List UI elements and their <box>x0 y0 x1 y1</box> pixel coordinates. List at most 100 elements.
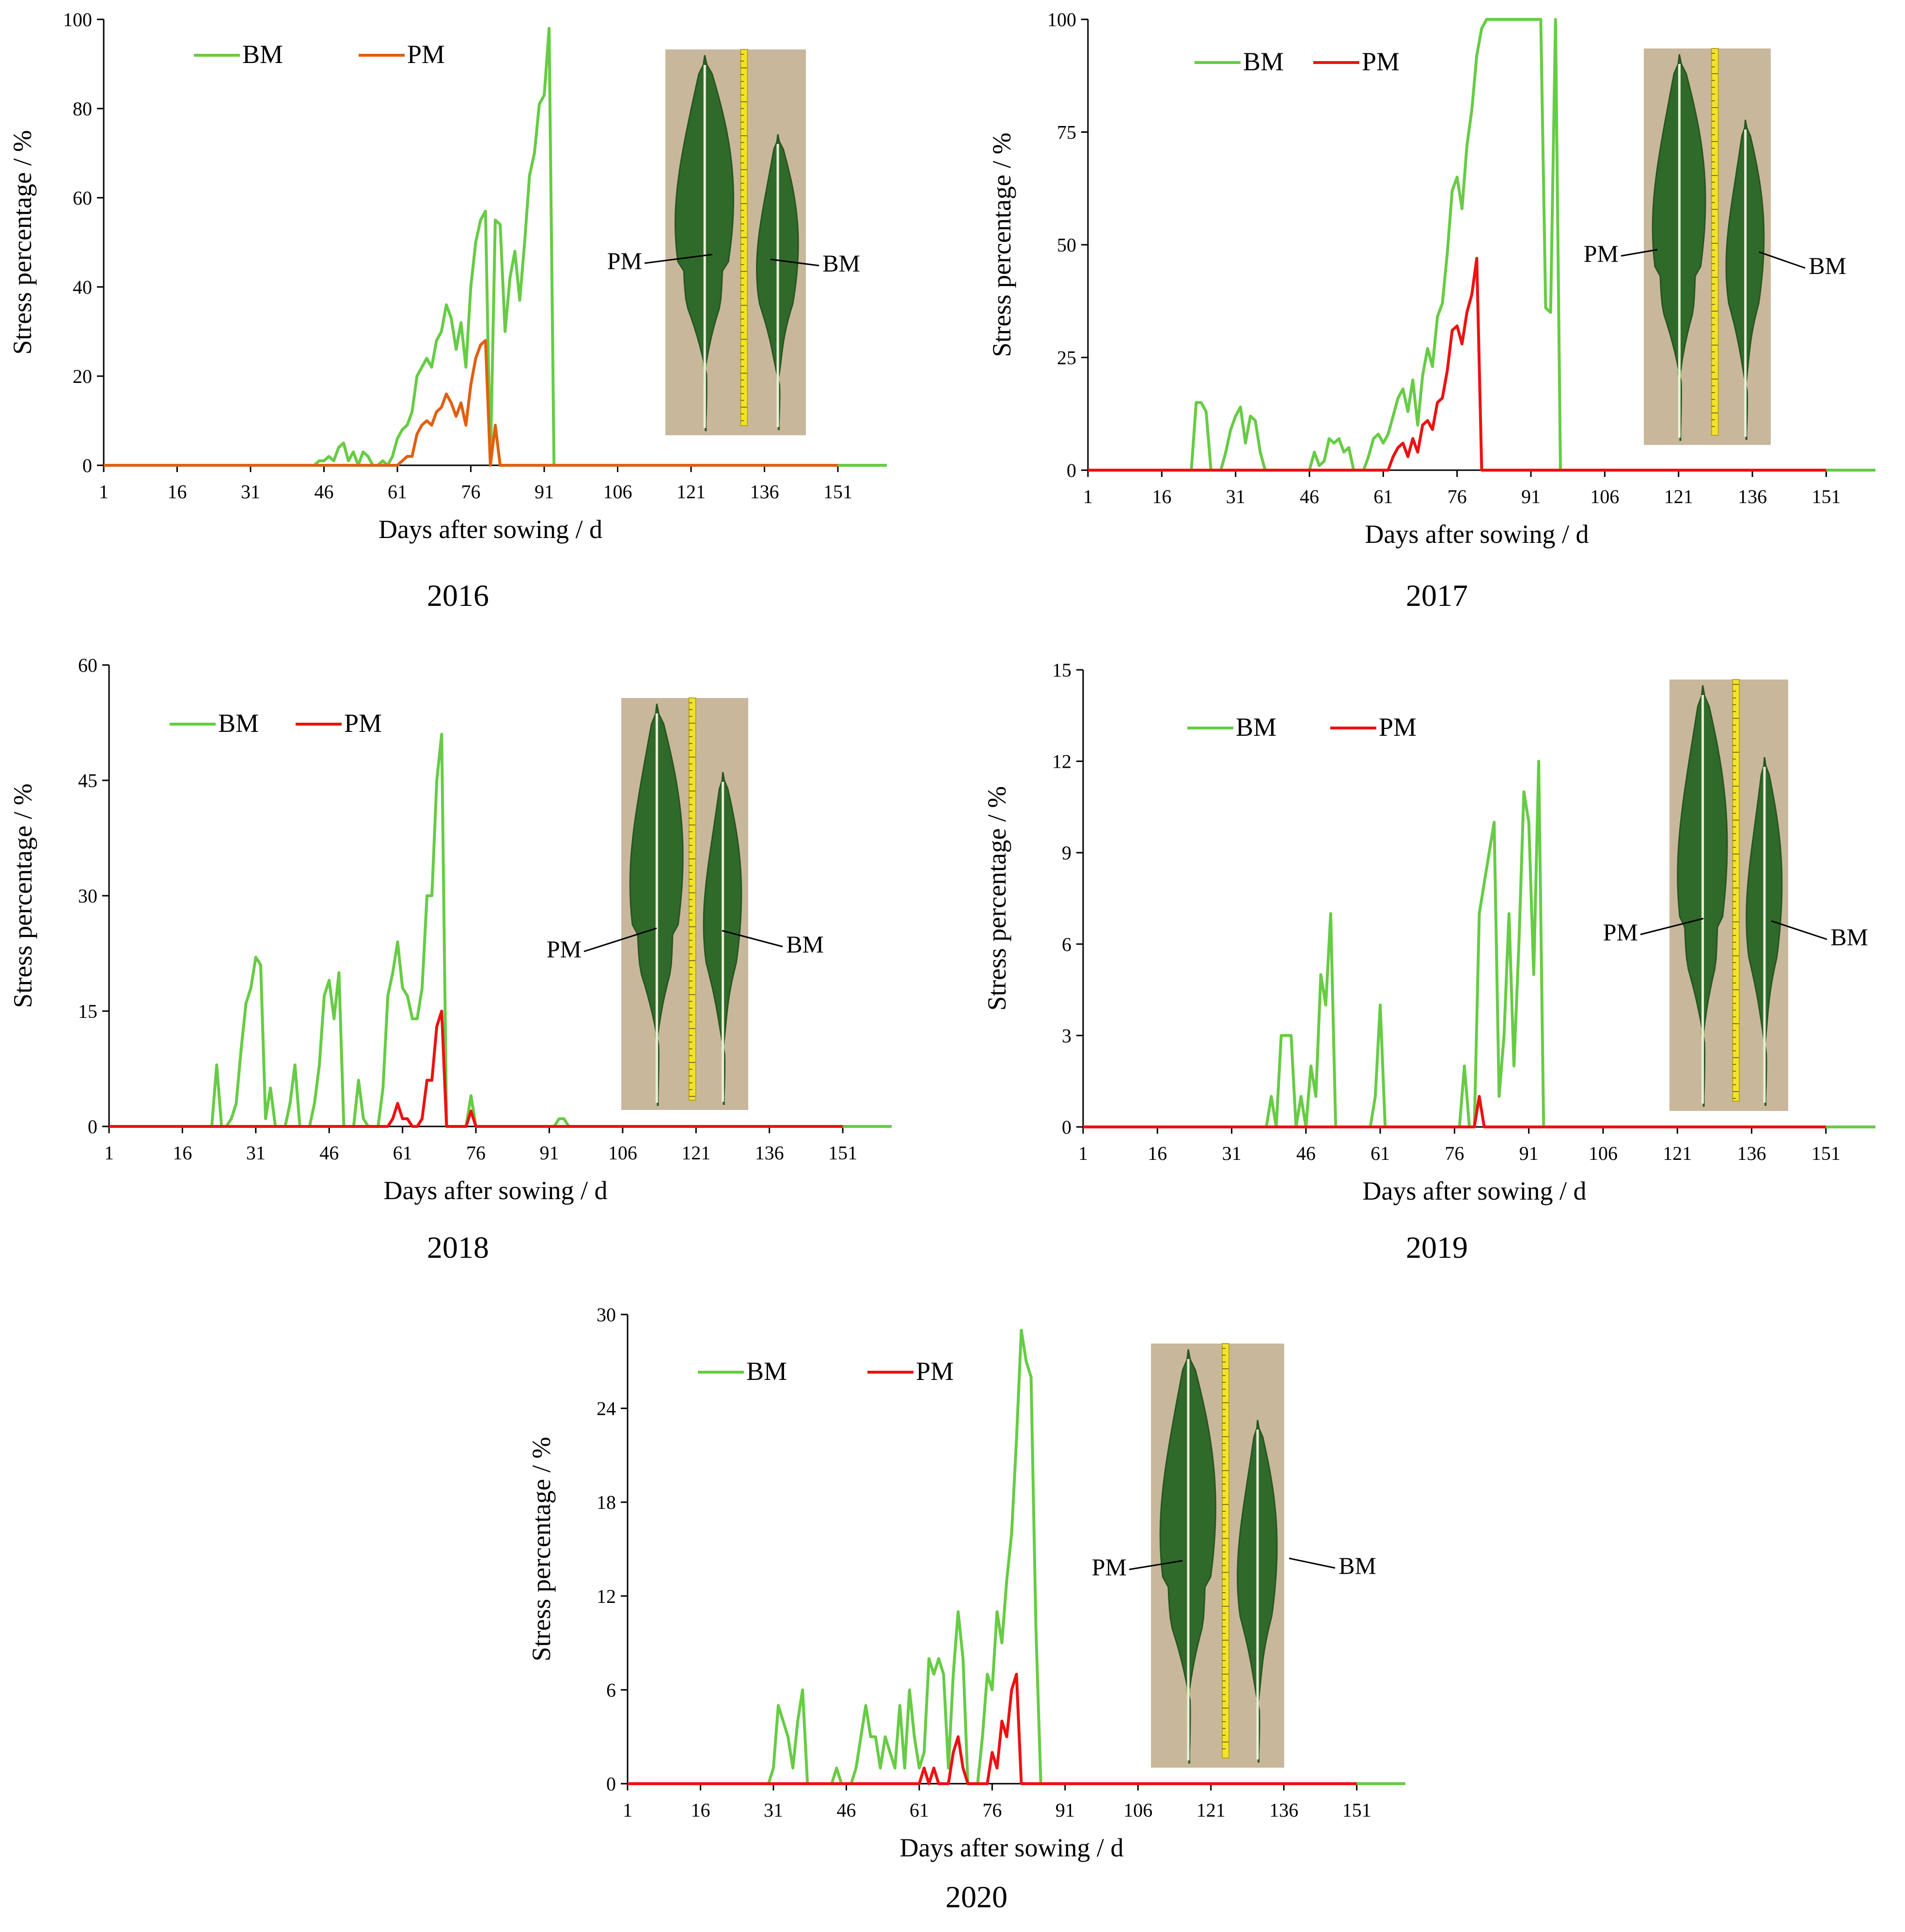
x-tick-label: 91 <box>535 481 554 503</box>
x-tick-label: 121 <box>1664 486 1693 507</box>
y-tick-label: 12 <box>1052 751 1071 773</box>
y-tick-label: 24 <box>597 1398 616 1420</box>
x-tick-label: 121 <box>677 481 706 503</box>
x-tick-label: 91 <box>1519 1142 1539 1164</box>
x-tick-label: 1 <box>623 1799 632 1821</box>
photo-label-bm: BM <box>1809 252 1846 279</box>
x-tick-label: 136 <box>755 1142 784 1164</box>
x-tick-label: 121 <box>1663 1142 1692 1164</box>
photo-label-pm: PM <box>607 247 642 274</box>
panel-year-caption: 2018 <box>427 1230 489 1265</box>
x-tick-label: 1 <box>99 481 109 503</box>
legend-label-bm: BM <box>1236 713 1276 742</box>
x-tick-label: 76 <box>461 481 481 503</box>
x-tick-label: 151 <box>1811 1142 1841 1164</box>
photo-label-bm: BM <box>786 931 824 958</box>
legend-label-bm: BM <box>218 709 259 738</box>
legend-label-pm: PM <box>1379 713 1417 742</box>
y-tick-label: 40 <box>73 276 92 298</box>
leaf-photo <box>1151 1344 1284 1768</box>
x-axis-label: Days after sowing / d <box>900 1833 1124 1862</box>
y-tick-label: 20 <box>73 365 92 387</box>
x-tick-label: 106 <box>603 481 632 503</box>
x-tick-label: 136 <box>750 481 779 503</box>
y-tick-label: 0 <box>1062 1116 1071 1138</box>
y-tick-label: 50 <box>1057 234 1076 256</box>
x-tick-label: 136 <box>1269 1799 1298 1821</box>
x-tick-label: 1 <box>104 1142 114 1164</box>
measuring-tape <box>689 698 696 1100</box>
y-tick-label: 45 <box>78 770 97 792</box>
photo-label-pm: PM <box>547 935 582 963</box>
x-tick-label: 151 <box>823 481 852 503</box>
x-tick-label: 151 <box>1342 1799 1371 1821</box>
x-tick-label: 31 <box>241 481 260 503</box>
x-tick-label: 91 <box>539 1142 559 1164</box>
x-tick-label: 16 <box>168 481 187 503</box>
legend-label-pm: PM <box>407 40 445 69</box>
legend-label-pm: PM <box>1362 47 1400 76</box>
legend: BM PM <box>1187 713 1417 742</box>
x-tick-label: 76 <box>466 1142 486 1164</box>
y-tick-label: 0 <box>606 1773 616 1795</box>
leaf-photo <box>621 698 748 1110</box>
x-axis-label: Days after sowing / d <box>1365 520 1589 549</box>
legend-label-bm: BM <box>746 1357 787 1386</box>
y-tick-label: 6 <box>1062 934 1071 955</box>
panel-year-caption: 2019 <box>1406 1230 1468 1265</box>
panel-year-caption: 2020 <box>945 1880 1008 1914</box>
x-tick-label: 46 <box>1300 486 1319 507</box>
x-tick-label: 31 <box>246 1142 266 1164</box>
x-axis-label: Days after sowing / d <box>378 515 602 544</box>
x-tick-label: 1 <box>1078 1142 1088 1164</box>
series-line-bm <box>109 734 892 1126</box>
y-tick-label: 3 <box>1062 1025 1071 1046</box>
panel-year-caption: 2016 <box>427 578 489 613</box>
y-tick-label: 30 <box>597 1304 616 1326</box>
y-tick-label: 0 <box>1067 459 1076 481</box>
y-tick-label: 80 <box>73 98 92 120</box>
x-tick-label: 76 <box>982 1799 1002 1821</box>
x-tick-label: 136 <box>1737 1142 1766 1164</box>
x-tick-label: 61 <box>1373 486 1393 507</box>
y-tick-label: 6 <box>606 1679 616 1701</box>
legend: BM PM <box>194 40 445 69</box>
legend-label-bm: BM <box>242 40 283 69</box>
leaf-photo <box>1644 48 1771 445</box>
y-tick-label: 0 <box>82 455 92 476</box>
measuring-tape <box>1712 48 1718 435</box>
x-tick-label: 46 <box>319 1142 339 1164</box>
x-tick-label: 76 <box>1448 486 1467 507</box>
legend: BM PM <box>698 1357 954 1386</box>
y-tick-label: 9 <box>1062 842 1071 864</box>
x-tick-label: 121 <box>1197 1799 1226 1821</box>
x-tick-label: 61 <box>910 1799 929 1821</box>
x-tick-label: 16 <box>1148 1142 1167 1164</box>
x-tick-label: 16 <box>1152 486 1171 507</box>
y-axis-label: Stress percentage / % <box>527 1437 556 1661</box>
leaf-photo <box>1669 680 1788 1111</box>
x-tick-label: 106 <box>1590 486 1619 507</box>
x-tick-label: 136 <box>1738 486 1767 507</box>
x-tick-label: 106 <box>1123 1799 1152 1821</box>
x-tick-label: 91 <box>1055 1799 1075 1821</box>
x-tick-label: 16 <box>691 1799 710 1821</box>
x-tick-label: 46 <box>1296 1142 1316 1164</box>
photo-label-pm: PM <box>1603 918 1638 946</box>
photo-label-bm: BM <box>1338 1552 1376 1579</box>
y-tick-label: 75 <box>1057 122 1076 143</box>
photo-label-bm: BM <box>822 250 860 277</box>
y-tick-label: 60 <box>78 654 97 676</box>
x-tick-label: 31 <box>764 1799 783 1821</box>
bm-leader-line <box>1289 1558 1335 1568</box>
y-tick-label: 0 <box>88 1116 97 1138</box>
x-tick-label: 151 <box>1811 486 1841 507</box>
legend-label-pm: PM <box>916 1357 954 1386</box>
x-tick-label: 106 <box>1589 1142 1618 1164</box>
